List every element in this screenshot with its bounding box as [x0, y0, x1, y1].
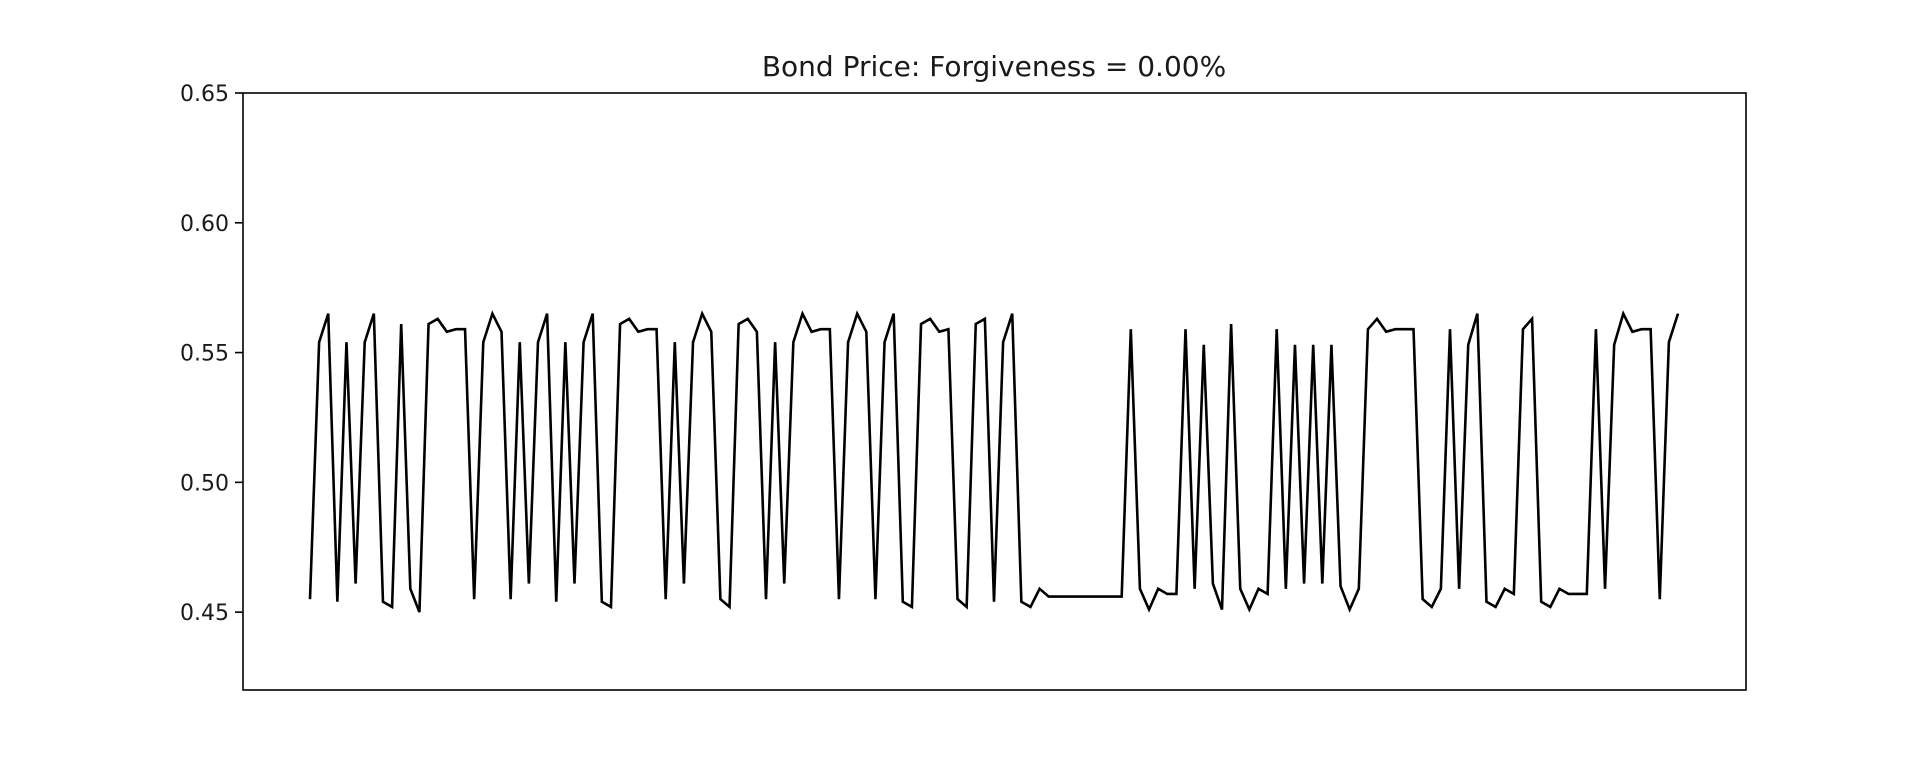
y-tick-label: 0.50: [180, 471, 229, 496]
y-tick-label: 0.45: [180, 601, 229, 626]
chart-title: Bond Price: Forgiveness = 0.00%: [762, 50, 1226, 83]
y-tick-label: 0.65: [180, 82, 229, 107]
y-axis: 0.45 0.50 0.55 0.60 0.65: [180, 82, 243, 626]
plot-area-frame: [242, 92, 1747, 691]
y-tick-label: 0.60: [180, 212, 229, 237]
series-line-bond-price: [308, 310, 1680, 613]
y-tick-label: 0.55: [180, 342, 229, 367]
